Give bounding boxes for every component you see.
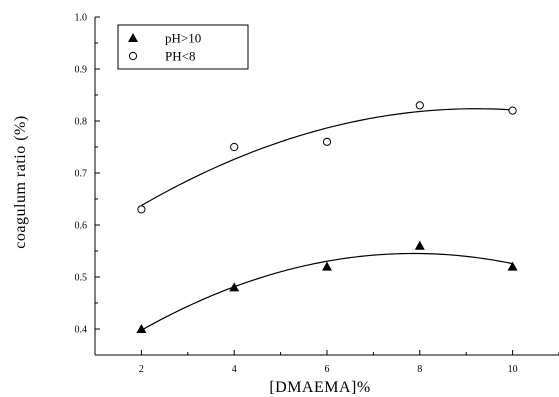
data-point-circle bbox=[508, 106, 517, 115]
y-tick-label: 0.5 bbox=[75, 273, 88, 284]
data-point-triangle bbox=[414, 240, 425, 250]
legend-marker-circle bbox=[128, 51, 138, 61]
x-axis-title: [DMAEMA]% bbox=[269, 379, 370, 396]
legend-marker-triangle bbox=[128, 33, 138, 42]
x-tick-label: 10 bbox=[508, 364, 518, 375]
data-point-triangle bbox=[136, 324, 147, 333]
data-point-triangle bbox=[322, 261, 332, 271]
y-axis-title: coagulum ratio (%) bbox=[12, 115, 29, 248]
y-tick-label: 0.4 bbox=[75, 325, 88, 336]
chart-axes: 0.4 0.5 0.6 0.7 0.8 0.9 1.0 2 4 6 8 10 bbox=[75, 13, 559, 375]
y-tick-label: 0.7 bbox=[75, 169, 88, 180]
y-tick-label: 0.9 bbox=[75, 65, 88, 76]
legend-label: pH>10 bbox=[165, 31, 201, 46]
y-tick-label: 0.6 bbox=[75, 221, 88, 232]
data-point-circle bbox=[137, 205, 146, 214]
legend-label: PH<8 bbox=[165, 49, 195, 64]
data-point-circle bbox=[322, 137, 332, 146]
y-tick-label: 0.8 bbox=[75, 117, 88, 128]
legend: pH>10 PH<8 bbox=[117, 24, 249, 70]
data-point-circle bbox=[230, 142, 239, 152]
fit-curve-2 bbox=[141, 108, 513, 207]
y-tick-label: 1.0 bbox=[75, 13, 88, 24]
data-point-circle bbox=[415, 101, 424, 110]
data-point-triangle bbox=[229, 282, 240, 292]
x-tick-label: 4 bbox=[232, 364, 237, 375]
x-tick-label: 2 bbox=[139, 364, 144, 375]
fit-curve-1 bbox=[141, 252, 513, 331]
x-tick-label: 8 bbox=[417, 364, 422, 375]
fit-curves bbox=[141, 108, 513, 331]
legend-box bbox=[117, 24, 249, 70]
data-point-triangle bbox=[507, 261, 518, 271]
data-points bbox=[136, 101, 518, 333]
x-tick-label: 6 bbox=[325, 364, 330, 375]
